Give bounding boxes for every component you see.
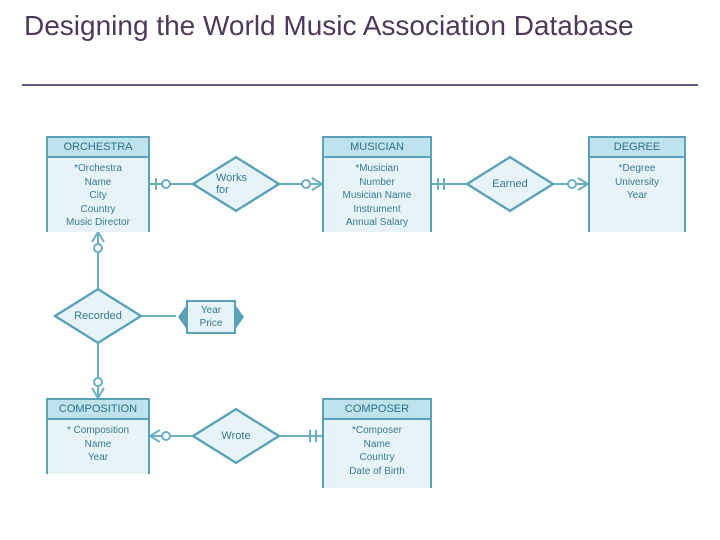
entity-composition-body: * CompositionNameYear [48, 420, 148, 474]
rel-wrote-label: Wrote [216, 416, 256, 456]
entity-orchestra-body: *OrchestraNameCityCountryMusic Director [48, 158, 148, 232]
entity-orchestra-header: ORCHESTRA [48, 138, 148, 158]
entity-composition-header: COMPOSITION [48, 400, 148, 420]
rel-earned: Earned [490, 164, 530, 204]
er-diagram: ORCHESTRA*OrchestraNameCityCountryMusic … [0, 0, 720, 540]
entity-degree: DEGREE*DegreeUniversityYear [588, 136, 686, 232]
entity-composer: COMPOSER*ComposerNameCountryDate of Birt… [322, 398, 432, 488]
entity-musician-header: MUSICIAN [324, 138, 430, 158]
entity-composer-body: *ComposerNameCountryDate of Birth [324, 420, 430, 488]
entity-orchestra: ORCHESTRA*OrchestraNameCityCountryMusic … [46, 136, 150, 232]
rel-wrote: Wrote [216, 416, 256, 456]
entity-musician: MUSICIAN*MusicianNumberMusician NameInst… [322, 136, 432, 232]
rel-works_for-label: Works for [216, 164, 256, 204]
entity-degree-header: DEGREE [590, 138, 684, 158]
entity-composer-header: COMPOSER [324, 400, 430, 420]
rel-recorded-label: Recorded [78, 296, 118, 336]
rel-earned-label: Earned [490, 164, 530, 204]
attrbox-recorded_attrs: YearPrice [186, 300, 236, 334]
entity-musician-body: *MusicianNumberMusician NameInstrumentAn… [324, 158, 430, 232]
rel-works_for: Works for [216, 164, 256, 204]
rel-recorded: Recorded [78, 296, 118, 336]
entity-composition: COMPOSITION* CompositionNameYear [46, 398, 150, 474]
entity-degree-body: *DegreeUniversityYear [590, 158, 684, 232]
